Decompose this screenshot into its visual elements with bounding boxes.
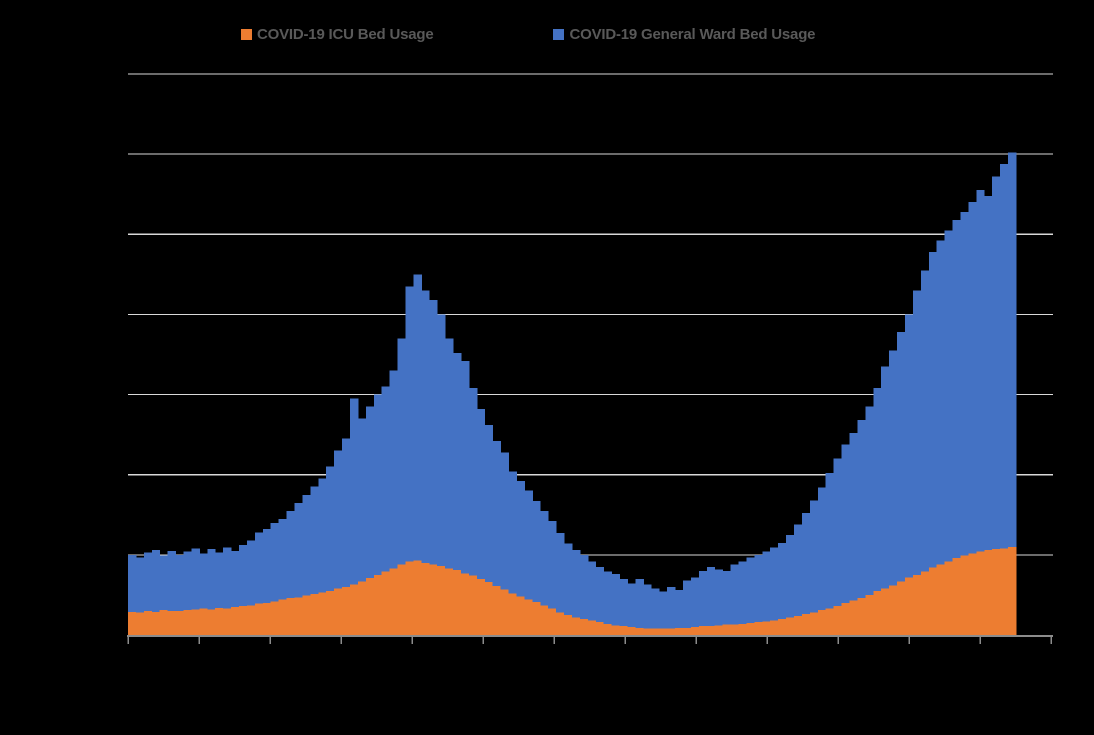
icu-swatch-icon bbox=[241, 29, 252, 40]
legend-item-general-ward: COVID-19 General Ward Bed Usage bbox=[553, 26, 816, 43]
gridlines bbox=[128, 73, 1053, 556]
legend: COVID-19 ICU Bed Usage COVID-19 General … bbox=[128, 26, 1053, 43]
ward-swatch-icon bbox=[553, 29, 565, 40]
legend-item-icu: COVID-19 ICU Bed Usage bbox=[241, 26, 434, 43]
stacked-bars bbox=[128, 152, 1017, 635]
x-axis bbox=[127, 635, 1053, 644]
ward-legend-label: COVID-19 General Ward Bed Usage bbox=[569, 26, 816, 43]
icu-legend-label: COVID-19 ICU Bed Usage bbox=[257, 26, 434, 43]
